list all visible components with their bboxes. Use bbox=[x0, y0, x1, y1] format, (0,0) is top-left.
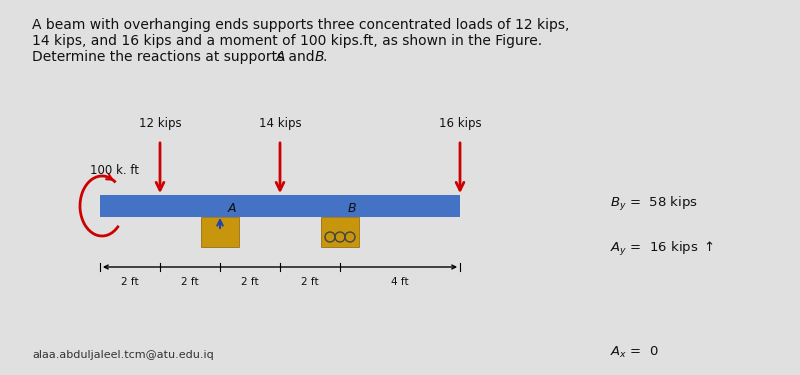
Bar bbox=[321, 217, 359, 247]
Bar bbox=[100, 195, 460, 217]
Text: 2 ft: 2 ft bbox=[121, 277, 139, 287]
Text: .: . bbox=[322, 50, 326, 64]
Text: 2 ft: 2 ft bbox=[241, 277, 259, 287]
Text: 12 kips: 12 kips bbox=[138, 117, 182, 130]
Bar bbox=[201, 217, 239, 247]
Text: A: A bbox=[228, 201, 237, 214]
Text: A beam with overhanging ends supports three concentrated loads of 12 kips,: A beam with overhanging ends supports th… bbox=[32, 18, 570, 32]
Text: and: and bbox=[284, 50, 319, 64]
Text: B: B bbox=[348, 201, 357, 214]
Text: 14 kips: 14 kips bbox=[258, 117, 302, 130]
Text: A: A bbox=[276, 50, 286, 64]
Text: 100 k. ft: 100 k. ft bbox=[90, 164, 139, 177]
Text: 2 ft: 2 ft bbox=[181, 277, 199, 287]
Text: B: B bbox=[315, 50, 325, 64]
Text: Determine the reactions at supports: Determine the reactions at supports bbox=[32, 50, 289, 64]
Text: 16 kips: 16 kips bbox=[438, 117, 482, 130]
Text: 14 kips, and 16 kips and a moment of 100 kips.ft, as shown in the Figure.: 14 kips, and 16 kips and a moment of 100… bbox=[32, 34, 542, 48]
Text: alaa.abduljaleel.tcm@atu.edu.iq: alaa.abduljaleel.tcm@atu.edu.iq bbox=[32, 350, 214, 360]
Text: 4 ft: 4 ft bbox=[391, 277, 409, 287]
Text: $A_y$ =  16 kips $\uparrow$: $A_y$ = 16 kips $\uparrow$ bbox=[610, 240, 714, 258]
Text: $B_y$ =  58 kips: $B_y$ = 58 kips bbox=[610, 195, 698, 213]
Text: 2 ft: 2 ft bbox=[301, 277, 319, 287]
Text: $A_x$ =  0: $A_x$ = 0 bbox=[610, 345, 659, 360]
